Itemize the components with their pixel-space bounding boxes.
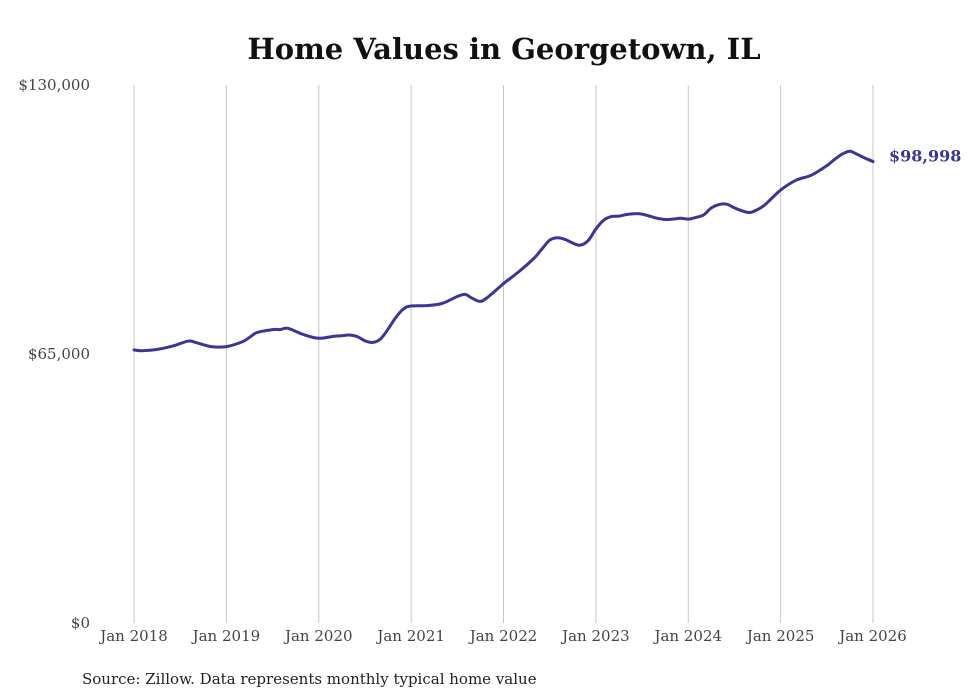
x-tick-label: Jan 2021: [375, 627, 445, 645]
x-tick-label: Jan 2020: [283, 627, 353, 645]
y-tick-label: $65,000: [28, 345, 90, 363]
x-tick-label: Jan 2023: [560, 627, 630, 645]
x-tick-label: Jan 2024: [652, 627, 722, 645]
source-note: Source: Zillow. Data represents monthly …: [82, 670, 537, 688]
y-tick-label: $0: [71, 614, 90, 632]
x-tick-label: Jan 2026: [837, 627, 907, 645]
chart-title: Home Values in Georgetown, IL: [247, 32, 760, 66]
y-tick-label: $130,000: [18, 76, 90, 94]
end-value-label: $98,998: [889, 147, 961, 166]
series-layer: [132, 149, 875, 353]
y-axis: $0 $65,000 $130,000: [18, 76, 90, 632]
gridlines: [133, 85, 874, 623]
x-tick-label: Jan 2019: [191, 627, 261, 645]
series-line-home-value: [132, 149, 875, 353]
x-tick-label: Jan 2022: [468, 627, 538, 645]
x-tick-label: Jan 2018: [98, 627, 168, 645]
x-tick-label: Jan 2025: [745, 627, 815, 645]
x-axis: Jan 2018 Jan 2019 Jan 2020 Jan 2021 Jan 2022…: [98, 627, 907, 645]
